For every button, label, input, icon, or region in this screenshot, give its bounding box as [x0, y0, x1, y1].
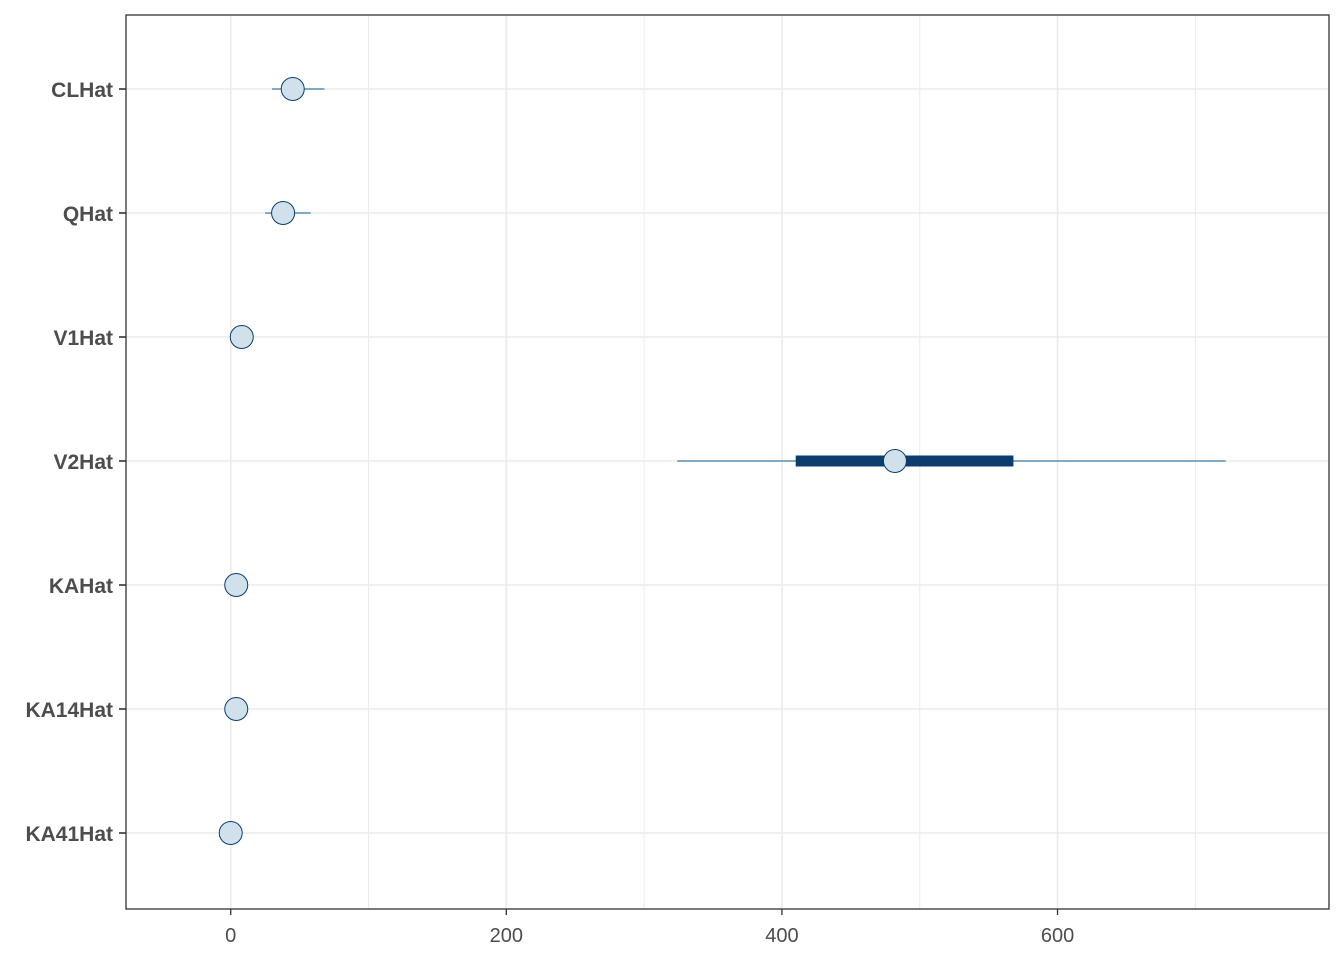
panel-border	[125, 14, 1330, 910]
y-tick-label: QHat	[63, 203, 113, 226]
x-tick-label: 600	[1041, 925, 1074, 947]
x-tick-label: 400	[765, 925, 798, 947]
estimate-point	[882, 449, 907, 473]
x-tick-label: 0	[225, 925, 236, 947]
y-tick-label: KA41Hat	[25, 823, 113, 846]
estimate-point	[224, 573, 249, 597]
y-axis: CLHat QHat V1Hat V2Hat KAHat KA14Hat KA41Hat	[25, 79, 126, 846]
x-axis: 0 200 400 600	[225, 909, 1074, 947]
interval-series	[265, 88, 1226, 467]
y-tick-label: KAHat	[49, 575, 113, 598]
y-tick-label: V1Hat	[53, 327, 113, 350]
estimate-point	[218, 821, 243, 845]
y-tick-label: V2Hat	[53, 451, 113, 474]
y-tick-label: CLHat	[51, 79, 113, 102]
x-tick-label: 200	[490, 925, 523, 947]
estimate-point	[229, 325, 254, 349]
y-tick-label: KA14Hat	[25, 699, 113, 722]
estimate-point	[280, 77, 305, 101]
estimate-point	[224, 697, 249, 721]
estimate-point	[271, 201, 296, 225]
estimate-points	[218, 77, 907, 845]
grid-lines	[126, 15, 1329, 909]
